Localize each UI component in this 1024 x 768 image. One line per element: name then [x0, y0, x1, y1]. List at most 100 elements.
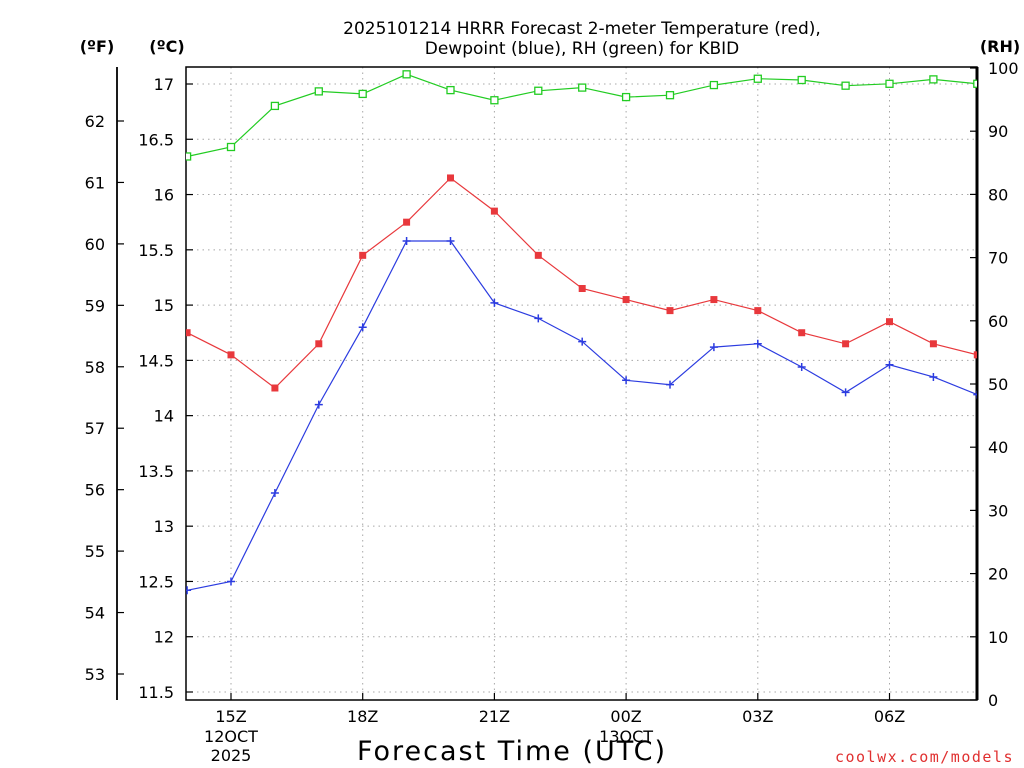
dewpoint-point [753, 339, 762, 348]
rh-point [709, 80, 719, 90]
f-tick-label: 56 [85, 481, 105, 500]
dewpoint-point [314, 400, 323, 409]
rh-tick-label: 30 [988, 501, 1008, 520]
c-tick-label: 13.5 [138, 462, 174, 481]
rh-point [885, 79, 894, 88]
fahrenheit-unit-label: (ºF) [80, 37, 115, 56]
c-tick-label: 14.5 [138, 351, 174, 370]
temperature-point [798, 329, 806, 337]
temperature-point [578, 285, 586, 293]
rh-point [490, 96, 499, 105]
f-tick-label: 53 [85, 665, 105, 684]
c-tick-label: 11.5 [138, 683, 174, 702]
x-axis-title: Forecast Time (UTC) [357, 736, 667, 767]
temperature-point [754, 307, 762, 315]
dewpoint-point [358, 323, 367, 332]
celsius-unit-label: (ºC) [149, 37, 184, 56]
x-date-label: 13OCT [599, 727, 653, 746]
temperature-point [666, 307, 674, 315]
f-tick-label: 62 [85, 112, 105, 131]
dewpoint-point [929, 372, 938, 381]
dewpoint-point [534, 314, 543, 323]
temperature-point [359, 251, 367, 259]
dewpoint-point [227, 577, 235, 586]
rh-point [929, 75, 938, 84]
temperature-point [447, 174, 454, 182]
rh-point [578, 83, 587, 92]
data-series [186, 70, 977, 595]
f-tick-label: 54 [85, 604, 105, 623]
temperature-point [973, 351, 977, 359]
dewpoint-point [709, 343, 718, 352]
rh-tick-label: 100 [988, 59, 1019, 78]
dewpoint-point [186, 586, 192, 595]
dewpoint-point [578, 337, 587, 346]
temperature-point [534, 251, 542, 259]
rh-point [186, 152, 192, 161]
rh-tick-label: 0 [988, 691, 998, 710]
dewpoint-point [973, 390, 977, 399]
rh-point [534, 86, 543, 95]
c-tick-label: 12 [154, 628, 174, 647]
c-tick-label: 13 [154, 517, 174, 536]
x-tick-label: 06Z [874, 707, 905, 726]
dewpoint-point [490, 298, 499, 307]
dewpoint-point [270, 489, 279, 498]
rh-tick-label: 90 [988, 122, 1008, 141]
dewpoint-point [885, 360, 894, 369]
axes: 11.5 12 12.5 13 13.5 14 14.5 15 15.5 16 16.5 17 53 54… [85, 59, 1019, 765]
c-tick-label: 15 [154, 296, 174, 315]
chart-title-line1: 2025101214 HRRR Forecast 2-meter Tempera… [343, 19, 821, 39]
rh-tick-label: 70 [988, 249, 1008, 268]
dewpoint-point [622, 376, 631, 385]
rh-point [226, 142, 236, 152]
plot-frame [185, 66, 978, 701]
temperature-point [842, 340, 850, 348]
c-tick-label: 14 [154, 407, 174, 426]
gridlines [186, 67, 977, 700]
rh-point [314, 87, 323, 96]
x-tick-label: 15Z [215, 707, 246, 726]
temperature-point [271, 384, 279, 392]
f-tick-label: 57 [85, 419, 105, 438]
rh-point [797, 75, 806, 85]
credit-text: coolwx.com/models [835, 748, 1014, 766]
temperature-point [186, 329, 191, 337]
rh-tick-label: 10 [988, 628, 1008, 647]
temperature-point [227, 351, 235, 359]
x-tick-label: 21Z [479, 707, 510, 726]
rh-point [621, 92, 631, 102]
temperature-point [403, 218, 411, 226]
f-tick-label: 60 [85, 235, 105, 254]
rh-point [665, 91, 675, 100]
f-tick-label: 61 [85, 173, 105, 192]
dewpoint-point [402, 236, 411, 245]
temperature-point [490, 207, 498, 215]
dewpoint-point [797, 362, 806, 371]
temperature-point [886, 318, 893, 326]
rh-tick-label: 40 [988, 438, 1008, 457]
dewpoint-point [446, 236, 455, 245]
f-tick-label: 59 [85, 296, 105, 315]
f-tick-label: 55 [85, 542, 105, 561]
f-tick-label: 58 [85, 358, 105, 377]
rh-point [446, 85, 455, 95]
c-tick-label: 16 [154, 186, 174, 205]
c-tick-label: 15.5 [138, 241, 174, 260]
c-tick-label: 12.5 [138, 572, 174, 591]
dewpoint-point [666, 380, 674, 389]
rh-point [973, 79, 977, 88]
temperature-point [315, 340, 323, 348]
x-tick-label: 18Z [347, 707, 378, 726]
rh-point [358, 89, 367, 99]
x-tick-label: 00Z [610, 707, 641, 726]
temperature-line [186, 177, 977, 389]
rh-tick-label: 60 [988, 312, 1008, 331]
rh-tick-label: 20 [988, 565, 1008, 584]
x-date-label: 2025 [211, 746, 252, 765]
rh-tick-label: 80 [988, 185, 1008, 204]
rh-unit-label: (RH) [980, 37, 1020, 56]
c-tick-label: 16.5 [138, 130, 174, 149]
rh-tick-label: 50 [988, 375, 1008, 394]
